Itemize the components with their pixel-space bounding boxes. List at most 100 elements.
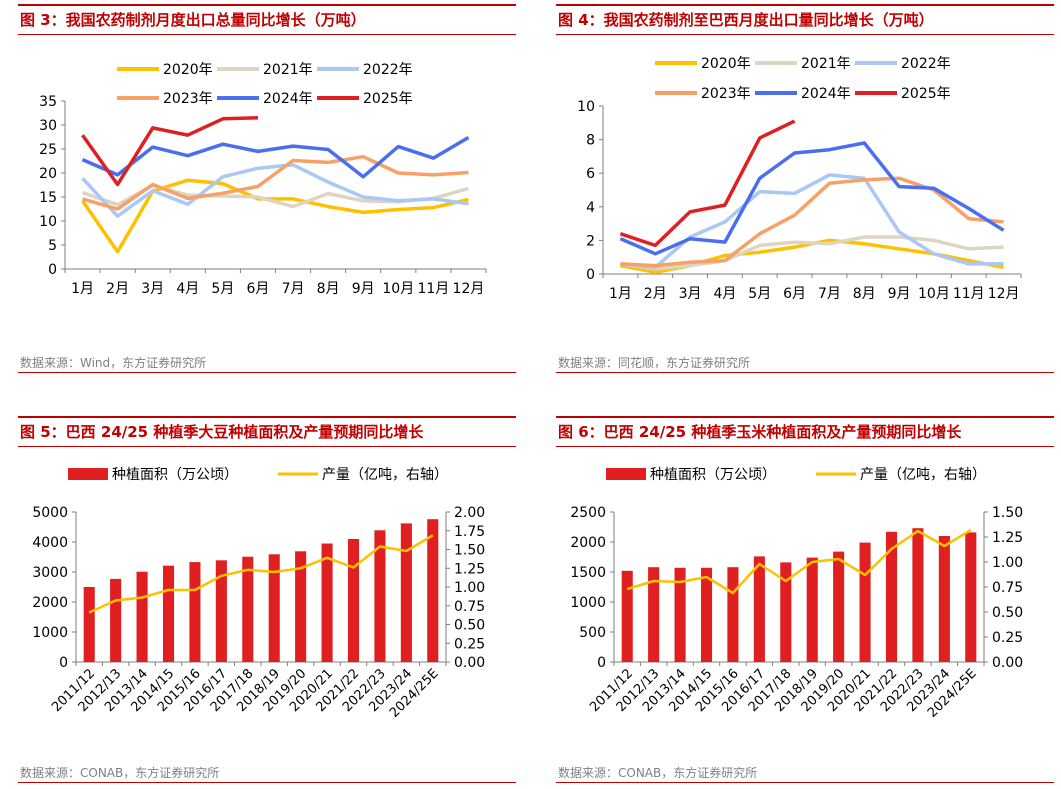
chart2-series-line-2	[620, 173, 1004, 270]
chart2-xtick-label-4: 5月	[748, 286, 771, 302]
chart1-xtick-label-3: 4月	[176, 281, 199, 297]
chart2-bottom-rule	[556, 372, 1054, 373]
chart4-bar-2	[674, 567, 686, 662]
chart3-bar-6	[242, 556, 254, 662]
chart4-source: 数据来源：CONAB，东方证券研究所	[558, 766, 758, 780]
chart3-legend-label-line: 产量（亿吨，右轴）	[322, 467, 448, 483]
chart4-bar-5	[753, 556, 765, 662]
chart1-xtick-label-9: 10月	[382, 281, 414, 297]
chart2-legend-label-1: 2021年	[801, 56, 851, 72]
chart2-title: 图 4：我国农药制剂至巴西月度出口量同比增长（万吨）	[558, 11, 934, 29]
chart3-bar-5	[215, 560, 227, 662]
chart2-title-rule	[556, 34, 1054, 35]
chart1-bottom-rule	[18, 372, 516, 373]
chart1-ytick-label-1: 5	[48, 238, 57, 254]
chart1-series-line-3	[82, 154, 469, 211]
chart2-xtick-label-7: 8月	[853, 286, 876, 302]
chart1-xtick-label-10: 11月	[417, 281, 449, 297]
chart2-legend-label-4: 2024年	[801, 86, 851, 102]
chart2-xtick-label-11: 12月	[988, 286, 1020, 302]
chart1-series-line-2	[81, 163, 469, 218]
chart1-xtick-label-7: 8月	[317, 281, 340, 297]
chart3-y2tick-label-4: 1.00	[454, 580, 485, 596]
chart3-ytick-label-4: 4000	[32, 535, 68, 551]
chart1-xtick-label-1: 2月	[106, 281, 129, 297]
chart1-legend-label-0: 2020年	[163, 62, 213, 78]
chart1-ytick-label-2: 10	[39, 214, 57, 230]
chart1-ytick-label-5: 25	[39, 142, 57, 158]
chart3-bar-2	[136, 571, 148, 662]
chart2-top-rule	[556, 4, 1054, 6]
chart4-bar-3	[700, 567, 713, 662]
chart2-legend-label-2: 2022年	[901, 56, 951, 72]
chart2-ytick-label-4: 8	[586, 133, 595, 149]
chart4-ytick-label-4: 2000	[570, 535, 606, 551]
chart4-plot: 种植面积（万公顷） 产量（亿吨，右轴） 0 500 1000 1500 2000 2500 0.…	[570, 467, 1023, 721]
chart1-series-line-5	[81, 116, 259, 187]
chart4-ytick-label-3: 1500	[570, 565, 606, 581]
chart1-series-line-4	[81, 135, 470, 179]
chart2-legend-label-5: 2025年	[901, 86, 951, 102]
chart3-y2tick-label-0: 0.00	[454, 655, 485, 671]
chart4-title-rule	[556, 446, 1054, 447]
chart1-top-rule	[18, 4, 516, 6]
chart4-bar-12	[938, 536, 950, 662]
chart3-y2tick-label-8: 2.00	[454, 505, 485, 521]
chart4-ytick-label-0: 0	[597, 655, 606, 671]
chart3-ytick-label-0: 0	[59, 655, 68, 671]
chart3-ytick-label-5: 5000	[32, 505, 68, 521]
chart2-series-line-4	[619, 141, 1005, 256]
chart2-ytick-label-1: 2	[586, 233, 595, 249]
chart2-xtick-label-6: 7月	[818, 286, 841, 302]
chart4-ytick-label-2: 1000	[570, 595, 606, 611]
chart3-y2tick-label-3: 0.75	[454, 599, 485, 615]
chart4-bar-11	[912, 528, 924, 662]
chart1-legend-label-5: 2025年	[363, 91, 413, 107]
chart3-bottom-rule	[18, 782, 516, 783]
chart2-ytick-label-3: 6	[586, 166, 595, 182]
chart2-xtick-label-3: 4月	[713, 286, 736, 302]
chart4-y2tick-label-3: 0.75	[992, 580, 1023, 596]
chart3-bar-0	[83, 587, 95, 662]
chart2-xtick-label-9: 10月	[918, 286, 950, 302]
chart1-series-line-0	[81, 178, 469, 254]
chart4-y2tick-label-2: 0.50	[992, 605, 1023, 621]
chart4-y2tick-label-4: 1.00	[992, 555, 1023, 571]
chart4-bar-13	[965, 532, 977, 662]
chart1-ytick-label-7: 35	[39, 94, 57, 110]
chart1-xtick-label-5: 6月	[246, 281, 269, 297]
chart4-legend-swatch-bar	[606, 468, 646, 480]
chart3-bar-11	[374, 530, 386, 662]
chart2-xtick-label-1: 2月	[644, 286, 667, 302]
chart1-title-rule	[18, 34, 516, 35]
chart4-legend-label-line: 产量（亿吨，右轴）	[860, 467, 986, 483]
chart4-legend-label-bar: 种植面积（万公顷）	[650, 467, 776, 483]
chart4-bar-6	[780, 562, 792, 662]
chart4-bar-10	[885, 531, 898, 662]
chart3-plot: 种植面积（万公顷） 产量（亿吨，右轴） 0 1000 2000 3000 4000 5000 0…	[32, 467, 485, 721]
chart4-bar-9	[859, 542, 871, 662]
chart1-legend-label-3: 2023年	[163, 91, 213, 107]
chart3-bar-3	[162, 565, 175, 662]
chart4-y2tick-label-5: 1.25	[992, 530, 1023, 546]
chart2-series-line-1	[620, 235, 1004, 271]
chart3-bar-13	[427, 519, 439, 662]
chart3-title-rule	[18, 446, 516, 447]
chart4-bottom-rule	[556, 782, 1054, 783]
chart2-legend-label-0: 2020年	[701, 56, 751, 72]
chart3-bar-4	[189, 562, 201, 662]
chart3-y2tick-label-2: 0.50	[454, 618, 485, 634]
chart3-top-rule	[18, 416, 516, 418]
chart3-legend-swatch-bar	[68, 468, 108, 480]
chart2-xtick-label-0: 1月	[609, 286, 632, 302]
chart2-legend-label-3: 2023年	[701, 86, 751, 102]
chart1-xtick-label-0: 1月	[71, 281, 94, 297]
chart2-xtick-label-10: 11月	[953, 286, 985, 302]
chart3-y2tick-label-6: 1.50	[454, 543, 485, 559]
chart1-title: 图 3：我国农药制剂月度出口总量同比增长（万吨）	[20, 11, 366, 29]
chart3-series-line	[88, 534, 434, 614]
chart4-ytick-label-5: 2500	[570, 505, 606, 521]
chart3-bar-9	[321, 543, 333, 662]
chart4-bar-4	[727, 567, 739, 662]
chart1-source: 数据来源：Wind，东方证券研究所	[20, 356, 207, 370]
